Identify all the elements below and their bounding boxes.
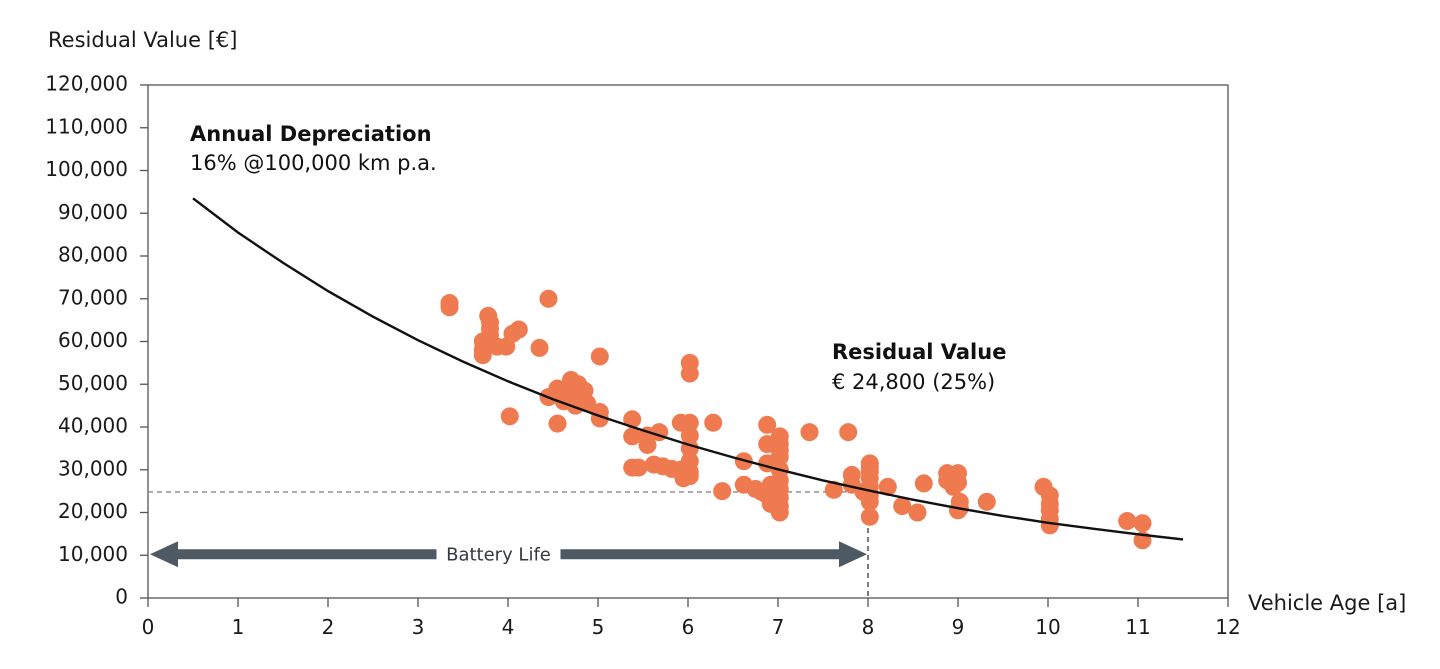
data-point: [770, 503, 789, 522]
y-tick-label: 60,000: [58, 328, 128, 352]
data-point: [893, 497, 912, 516]
y-tick-label: 50,000: [58, 371, 128, 395]
data-point: [440, 298, 459, 317]
y-tick-label: 100,000: [45, 157, 128, 181]
data-point: [977, 492, 996, 511]
data-point: [590, 347, 609, 366]
data-point: [530, 338, 549, 357]
data-point: [548, 414, 567, 433]
data-point: [1118, 512, 1137, 531]
y-tick-label: 70,000: [58, 285, 128, 309]
data-point: [824, 480, 843, 499]
x-tick-label: 3: [412, 615, 425, 639]
x-tick-label: 0: [142, 615, 155, 639]
data-point: [680, 364, 699, 383]
data-point: [713, 482, 732, 501]
data-point: [914, 474, 933, 493]
data-point: [1040, 516, 1059, 535]
residual-value-annotation-title: Residual Value: [832, 340, 1006, 364]
residual-value-annotation-subtitle: € 24,800 (25%): [832, 370, 995, 394]
data-point: [860, 492, 879, 511]
data-point: [704, 413, 723, 432]
x-tick-label: 10: [1035, 615, 1060, 639]
data-point: [638, 435, 657, 454]
scatter-points: [440, 289, 1152, 550]
data-point: [800, 423, 819, 442]
data-point: [908, 503, 927, 522]
data-point: [949, 473, 967, 492]
x-tick-label: 6: [682, 615, 695, 639]
x-tick-label: 7: [772, 615, 785, 639]
data-point: [680, 413, 699, 432]
data-point: [680, 467, 699, 486]
x-tick-label: 12: [1215, 615, 1240, 639]
data-point: [623, 427, 642, 446]
x-tick-label: 5: [592, 615, 605, 639]
x-tick-label: 9: [952, 615, 965, 639]
y-tick-label: 80,000: [58, 243, 128, 267]
x-axis-title: Vehicle Age [a]: [1248, 591, 1406, 615]
depreciation-curve: [192, 197, 1184, 541]
data-point: [839, 423, 858, 442]
y-tick-label: 40,000: [58, 414, 128, 438]
battery-life-arrow-head-right: [839, 541, 867, 568]
data-point: [770, 447, 789, 466]
data-point: [878, 477, 897, 496]
data-point: [860, 507, 879, 526]
x-axis-ticks: 0 1 2 3 4 5 6 7 8 9 10 11 12: [142, 598, 1241, 639]
x-tick-label: 1: [232, 615, 245, 639]
data-point: [629, 458, 648, 477]
data-point: [500, 407, 519, 426]
y-tick-label: 90,000: [58, 200, 128, 224]
x-tick-label: 2: [322, 615, 335, 639]
x-tick-label: 11: [1125, 615, 1150, 639]
y-tick-label: 20,000: [58, 499, 128, 523]
data-point: [758, 415, 777, 434]
battery-life-label: Battery Life: [446, 544, 551, 565]
y-tick-label: 10,000: [58, 542, 128, 566]
y-tick-label: 110,000: [45, 114, 128, 138]
y-tick-label: 30,000: [58, 456, 128, 480]
depreciation-annotation-subtitle: 16% @100,000 km p.a.: [190, 151, 437, 175]
data-point: [1133, 514, 1152, 533]
data-point: [509, 320, 528, 339]
data-point: [578, 394, 597, 413]
y-axis-ticks: 0 10,000 20,000 30,000 40,000 50,000 60,000 70,…: [45, 72, 148, 609]
depreciation-annotation-title: Annual Depreciation: [190, 122, 432, 146]
data-point: [539, 289, 558, 308]
data-point: [623, 410, 642, 429]
data-point: [680, 426, 699, 445]
y-axis-title: Residual Value [€]: [48, 28, 237, 52]
y-tick-label: 0: [115, 585, 128, 609]
y-tick-label: 120,000: [45, 72, 128, 96]
plot-area-frame: [147, 84, 1229, 599]
battery-life-arrow-head-left: [150, 541, 178, 568]
battery-life-arrow: Battery Life: [150, 541, 867, 568]
x-tick-label: 8: [862, 615, 875, 639]
x-tick-label: 4: [502, 615, 515, 639]
